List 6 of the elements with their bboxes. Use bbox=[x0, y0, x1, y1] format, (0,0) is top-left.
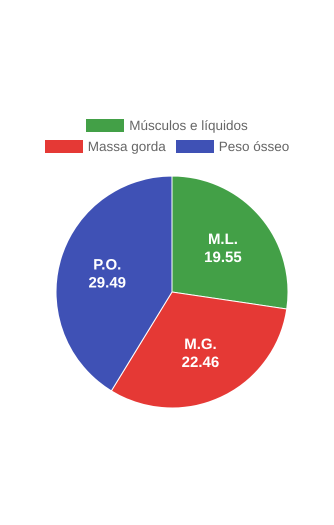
legend-label: Peso ósseo bbox=[218, 139, 290, 154]
data-label: M.L. 19.55 bbox=[204, 230, 242, 266]
data-label: P.O. 29.49 bbox=[88, 256, 126, 292]
legend-label: Massa gorda bbox=[88, 139, 166, 154]
legend-label: Músculos e líquidos bbox=[129, 118, 248, 133]
data-label: M.G. 22.46 bbox=[182, 335, 220, 370]
